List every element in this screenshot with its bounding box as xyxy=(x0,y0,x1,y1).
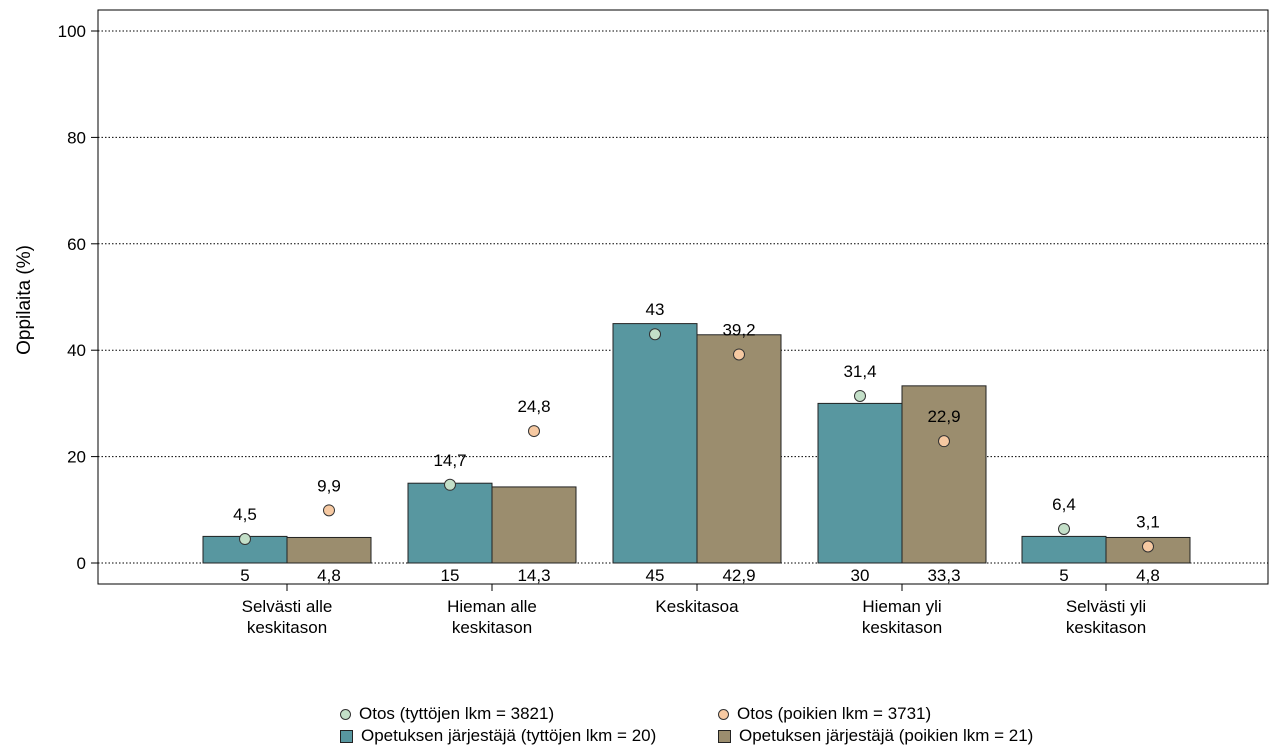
x-tick-label: keskitason xyxy=(862,618,942,637)
y-tick-label: 40 xyxy=(67,341,86,360)
x-axis: Selvästi alle keskitason Hieman alle keskit… xyxy=(242,584,1146,637)
y-axis: 0 20 40 60 80 100 xyxy=(58,22,98,573)
point-value-label: 22,9 xyxy=(927,407,960,426)
x-tick-label: Selvästi yli xyxy=(1066,597,1146,616)
y-tick-label: 60 xyxy=(67,235,86,254)
legend-row: Otos (tyttöjen lkm = 3821) Otos (poikien… xyxy=(340,703,1040,725)
point xyxy=(444,478,456,491)
point-value-label: 9,9 xyxy=(317,476,341,495)
point-value-label: 4,5 xyxy=(233,505,257,524)
bar-value-label: 4,8 xyxy=(317,566,341,585)
point-value-label: 14,7 xyxy=(433,451,466,470)
bar-value-label: 30 xyxy=(851,566,870,585)
bar-value-label: 33,3 xyxy=(927,566,960,585)
legend-item-otos-tytot: Otos (tyttöjen lkm = 3821) xyxy=(340,704,718,724)
y-tick-label: 80 xyxy=(67,128,86,147)
legend-label: Opetuksen järjestäjä (tyttöjen lkm = 20) xyxy=(361,726,657,745)
bar-value-label: 42,9 xyxy=(722,566,755,585)
legend: Otos (tyttöjen lkm = 3821) Otos (poikien… xyxy=(340,703,1040,747)
bar-value-label: 5 xyxy=(1059,566,1068,585)
point-value-label: 43 xyxy=(646,300,665,319)
bar xyxy=(407,482,493,564)
legend-symbol-square xyxy=(340,729,353,743)
point xyxy=(733,348,745,361)
bar xyxy=(491,486,577,564)
point-value-label: 24,8 xyxy=(517,397,550,416)
x-tick-label: keskitason xyxy=(1066,618,1146,637)
point-value-label: 6,4 xyxy=(1052,495,1076,514)
bar-value-label: 45 xyxy=(646,566,665,585)
legend-symbol-square xyxy=(718,729,731,743)
x-tick-label: keskitason xyxy=(452,618,532,637)
legend-item-otos-pojat: Otos (poikien lkm = 3731) xyxy=(718,704,931,724)
legend-row: Opetuksen järjestäjä (tyttöjen lkm = 20)… xyxy=(340,725,1040,747)
x-tick-label: Selvästi alle xyxy=(242,597,333,616)
bar-value-label: 14,3 xyxy=(517,566,550,585)
bar-value-label: 15 xyxy=(441,566,460,585)
bar-value-label: 4,8 xyxy=(1136,566,1160,585)
legend-item-jarjestaja-pojat: Opetuksen järjestäjä (poikien lkm = 21) xyxy=(718,726,1033,746)
point xyxy=(1142,540,1154,553)
bar xyxy=(286,536,372,564)
legend-symbol-circle xyxy=(340,708,351,720)
legend-item-jarjestaja-tytot: Opetuksen järjestäjä (tyttöjen lkm = 20) xyxy=(340,726,718,746)
y-tick-label: 20 xyxy=(67,448,86,467)
legend-label: Opetuksen järjestäjä (poikien lkm = 21) xyxy=(739,726,1034,745)
point-value-label: 31,4 xyxy=(843,362,876,381)
point xyxy=(239,533,251,546)
point xyxy=(323,504,335,517)
bar xyxy=(696,334,782,564)
bar xyxy=(1021,535,1107,564)
x-tick-label: Hieman alle xyxy=(447,597,537,616)
y-tick-label: 0 xyxy=(77,554,86,573)
bar xyxy=(817,402,903,564)
point xyxy=(1058,522,1070,535)
legend-label: Otos (poikien lkm = 3731) xyxy=(737,704,932,723)
point xyxy=(528,425,540,438)
points: 4,5 14,7 43 31,4 6,4 9,9 24,8 39,2 22,9 3,1 xyxy=(233,300,1160,553)
bars: 5 15 45 30 5 4,8 14,3 42,9 33,3 4,8 xyxy=(202,323,1191,585)
point xyxy=(938,435,950,448)
bar xyxy=(901,385,987,564)
point xyxy=(649,328,661,341)
point-value-label: 39,2 xyxy=(722,320,755,339)
x-tick-label: Keskitasoa xyxy=(655,597,739,616)
bar-value-label: 5 xyxy=(240,566,249,585)
plot-frame xyxy=(97,9,1269,585)
legend-label: Otos (tyttöjen lkm = 3821) xyxy=(359,704,555,723)
y-axis-label: Oppilaita (%) xyxy=(14,245,35,355)
bar xyxy=(612,323,698,564)
point xyxy=(854,389,866,402)
legend-symbol-circle xyxy=(718,708,729,720)
y-tick-label: 100 xyxy=(58,22,86,41)
x-tick-label: Hieman yli xyxy=(862,597,941,616)
x-tick-label: keskitason xyxy=(247,618,327,637)
point-value-label: 3,1 xyxy=(1136,513,1160,532)
